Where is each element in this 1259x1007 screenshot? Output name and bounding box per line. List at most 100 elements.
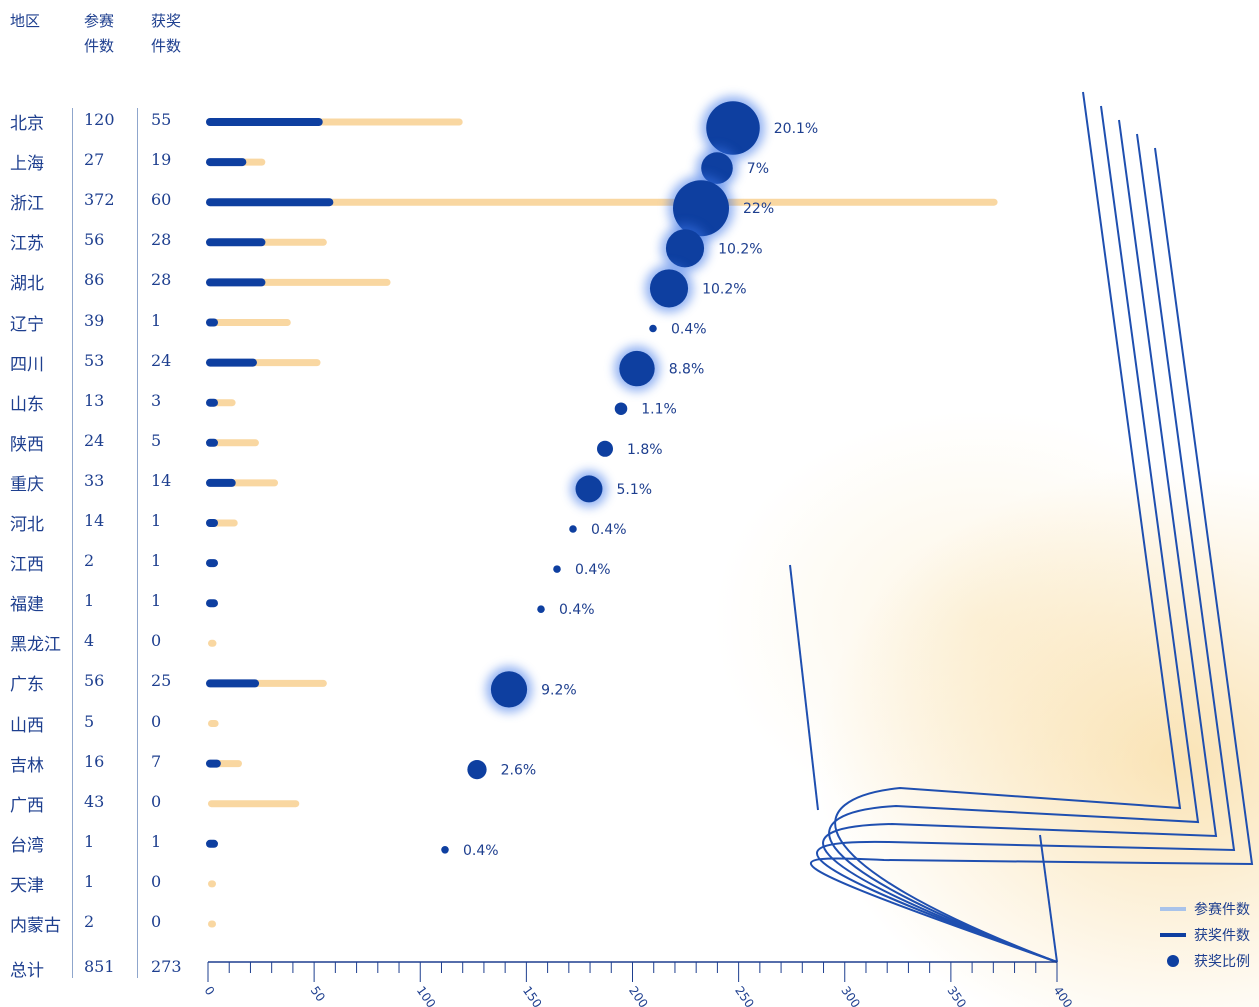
awards-count: 1 bbox=[151, 831, 162, 851]
ratio-bubble bbox=[596, 440, 614, 457]
entries-count: 5 bbox=[84, 711, 95, 731]
region-label: 陕西 bbox=[10, 434, 44, 455]
region-label: 浙江 bbox=[10, 194, 44, 215]
entries-bar bbox=[208, 920, 216, 928]
awards-bar bbox=[206, 198, 334, 207]
awards-count: 1 bbox=[151, 511, 162, 530]
entries-bar bbox=[208, 439, 259, 447]
ratio-bubble bbox=[673, 180, 729, 237]
header-region: 地区 bbox=[10, 12, 41, 30]
x-tick-label: 0 bbox=[202, 984, 218, 998]
awards-count: 7 bbox=[151, 751, 162, 771]
x-tick-label: 250 bbox=[732, 984, 757, 1007]
decor-curve bbox=[816, 133, 1236, 963]
header-entries: 参赛 件数 bbox=[84, 12, 115, 55]
x-tick-label: 150 bbox=[520, 984, 545, 1007]
awards-bar bbox=[206, 158, 247, 167]
entries-bar bbox=[208, 639, 217, 647]
awards-bar bbox=[206, 118, 323, 126]
awards-count: 3 bbox=[151, 390, 162, 410]
region-label: 广西 bbox=[10, 795, 44, 816]
awards-count: 19 bbox=[151, 150, 172, 170]
ratio-label: 2.6% bbox=[501, 763, 537, 779]
region-label: 山西 bbox=[10, 715, 44, 736]
entries-count: 372 bbox=[84, 190, 115, 210]
ratio-bubble bbox=[614, 402, 628, 415]
decorative-curves bbox=[789, 91, 1254, 963]
ratio-bubble bbox=[575, 475, 603, 503]
region-label: 上海 bbox=[10, 154, 44, 175]
ratio-label: 1.1% bbox=[641, 402, 677, 418]
region-label: 辽宁 bbox=[10, 314, 44, 335]
entries-count: 1 bbox=[84, 871, 95, 891]
x-axis: 0 50 100 150 200 250 300 350 400 bbox=[202, 961, 1076, 1007]
awards-count: 0 bbox=[151, 711, 162, 731]
region-label: 台湾 bbox=[10, 835, 44, 856]
awards-count: 0 bbox=[151, 791, 162, 811]
entries-count: 16 bbox=[84, 751, 105, 771]
ratio-bubble bbox=[467, 759, 487, 780]
total-awards: 273 bbox=[151, 957, 182, 976]
x-tick-label: 200 bbox=[626, 984, 651, 1007]
awards-count: 5 bbox=[151, 430, 162, 450]
x-tick-label: 300 bbox=[838, 984, 863, 1007]
awards-bar bbox=[206, 559, 218, 568]
ratio-label: 0.4% bbox=[575, 562, 611, 578]
bar-series bbox=[206, 118, 998, 928]
region-label: 湖北 bbox=[10, 274, 44, 295]
entries-bar bbox=[208, 319, 291, 326]
awards-bar bbox=[206, 358, 257, 367]
awards-bar bbox=[206, 318, 218, 327]
awards-count: 28 bbox=[151, 270, 172, 290]
x-tick-label: 100 bbox=[414, 984, 439, 1007]
ratio-label: 7% bbox=[747, 161, 769, 177]
entries-count: 4 bbox=[84, 631, 95, 651]
awards-count: 14 bbox=[151, 470, 172, 490]
region-label: 河北 bbox=[10, 515, 44, 535]
entries-count: 2 bbox=[84, 551, 95, 571]
entries-count: 14 bbox=[84, 511, 105, 530]
region-label: 四川 bbox=[10, 354, 44, 375]
entries-bar bbox=[208, 880, 216, 888]
entries-count: 2 bbox=[84, 912, 95, 931]
ratio-bubble bbox=[441, 846, 449, 854]
ratio-label: 8.8% bbox=[669, 362, 705, 378]
x-tick-label: 400 bbox=[1051, 984, 1076, 1007]
legend-entries-swatch bbox=[1160, 907, 1186, 911]
ratio-label: 0.4% bbox=[559, 602, 595, 618]
entries-count: 39 bbox=[84, 310, 105, 330]
ratio-bubble bbox=[649, 269, 689, 308]
ratio-label: 5.1% bbox=[616, 482, 652, 498]
awards-count: 60 bbox=[151, 190, 172, 210]
x-tick-label: 50 bbox=[308, 984, 328, 1005]
awards-count: 0 bbox=[151, 912, 162, 931]
awards-bar bbox=[206, 278, 266, 287]
awards-bar bbox=[206, 519, 218, 527]
entries-bar bbox=[208, 720, 219, 727]
awards-count: 1 bbox=[151, 591, 162, 611]
ratio-label: 1.8% bbox=[627, 442, 663, 458]
region-label: 山东 bbox=[10, 394, 44, 415]
region-label: 吉林 bbox=[10, 755, 44, 776]
legend-ratio-swatch bbox=[1167, 955, 1179, 967]
legend-entries: 参赛件数 bbox=[1160, 899, 1250, 919]
entries-count: 56 bbox=[84, 230, 105, 250]
awards-bar bbox=[206, 599, 218, 608]
entries-count: 1 bbox=[84, 591, 95, 611]
entries-bar bbox=[208, 800, 300, 808]
awards-count: 55 bbox=[151, 110, 172, 129]
ratio-label: 22% bbox=[743, 201, 774, 217]
decor-curve bbox=[1039, 834, 1058, 963]
decor-curve bbox=[809, 147, 1254, 963]
entries-count: 43 bbox=[84, 791, 105, 811]
header-awards: 获奖 件数 bbox=[151, 12, 182, 55]
ratio-label: 9.2% bbox=[541, 682, 577, 698]
ratio-bubble bbox=[665, 229, 705, 268]
ratio-label: 0.4% bbox=[463, 843, 499, 859]
awards-count: 0 bbox=[151, 871, 162, 891]
awards-bar bbox=[206, 398, 218, 407]
awards-bar bbox=[206, 478, 236, 487]
awards-count: 0 bbox=[151, 631, 162, 651]
